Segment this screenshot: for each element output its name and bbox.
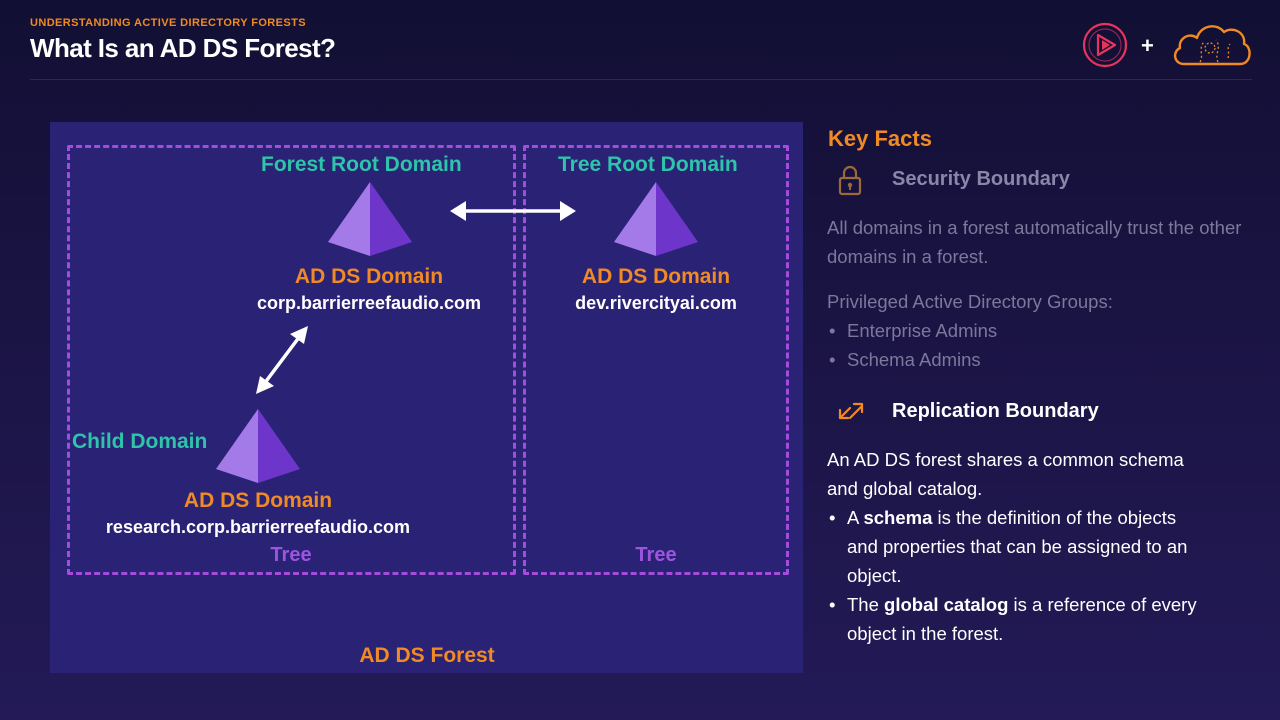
forest-root-domain-icon <box>328 182 412 256</box>
replication-boundary-title: Replication Boundary <box>892 400 1099 422</box>
tree-root-domain-label: Tree Root Domain <box>558 153 738 176</box>
tree-label-left: Tree <box>270 544 312 566</box>
forest-label: AD DS Forest <box>359 644 495 667</box>
replication-arrows-icon <box>838 402 864 420</box>
header-divider <box>30 79 1252 80</box>
key-facts-heading: Key Facts <box>828 126 932 151</box>
security-boundary-text: All domains in a forest automatically tr… <box>827 217 1242 267</box>
forest-root-domain-type: AD DS Domain <box>294 265 444 288</box>
parent-child-trust-arrow <box>256 326 308 394</box>
tree-root-domain-fqdn: dev.rivercityai.com <box>575 293 737 313</box>
privileged-groups-list: Enterprise Admins Schema Admins <box>827 316 1247 374</box>
privileged-groups-heading: Privileged Active Directory Groups: <box>827 291 1113 312</box>
list-item: Schema Admins <box>827 345 1247 374</box>
page-title: What Is an AD DS Forest? <box>30 33 336 63</box>
security-boundary-title: Security Boundary <box>892 168 1070 190</box>
play-icon <box>1082 22 1128 68</box>
tree-label-right: Tree <box>635 544 677 566</box>
replication-bullets: A schema is the definition of the object… <box>827 503 1197 648</box>
forest-root-domain-label: Forest Root Domain <box>261 153 462 176</box>
tree-root-domain-icon <box>614 182 698 256</box>
lock-icon <box>838 165 862 196</box>
tree-boundary-right <box>523 145 789 575</box>
forest-root-domain-fqdn: corp.barrierreefaudio.com <box>256 293 482 313</box>
list-item: Enterprise Admins <box>827 316 1247 345</box>
child-domain-label: Child Domain <box>72 430 208 453</box>
tree-root-domain-type: AD DS Domain <box>581 265 731 288</box>
plus-sign: + <box>1141 33 1154 58</box>
replication-boundary-text: An AD DS forest shares a common schema a… <box>827 449 1184 499</box>
section-kicker: UNDERSTANDING ACTIVE DIRECTORY FORESTS <box>30 17 306 29</box>
tree-boundary-left <box>67 145 516 575</box>
tree-trust-arrow <box>450 201 576 221</box>
list-item: A schema is the definition of the object… <box>827 503 1197 590</box>
child-domain-icon <box>216 409 300 483</box>
list-item: The global catalog is a reference of eve… <box>827 590 1197 648</box>
cloud-icon <box>1173 25 1251 66</box>
child-domain-fqdn: research.corp.barrierreefaudio.com <box>105 517 411 537</box>
child-domain-type: AD DS Domain <box>183 489 333 512</box>
